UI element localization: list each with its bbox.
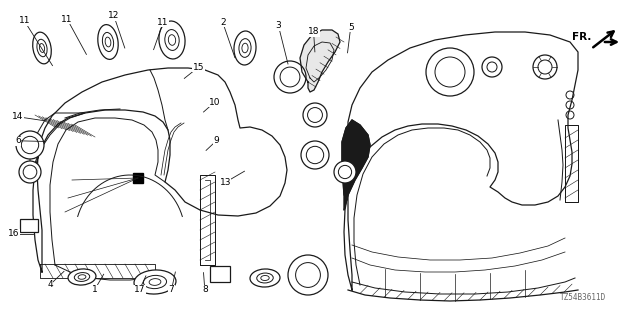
Text: 10: 10 — [209, 98, 220, 107]
Ellipse shape — [234, 31, 256, 65]
Circle shape — [533, 55, 557, 79]
Circle shape — [307, 146, 324, 164]
Circle shape — [303, 103, 327, 127]
Circle shape — [566, 91, 574, 99]
Ellipse shape — [426, 48, 474, 96]
Circle shape — [538, 60, 552, 74]
Text: 3: 3 — [276, 21, 281, 30]
Polygon shape — [300, 30, 340, 92]
Ellipse shape — [134, 270, 176, 294]
Circle shape — [566, 111, 574, 119]
Circle shape — [482, 57, 502, 77]
Ellipse shape — [239, 39, 251, 57]
Ellipse shape — [165, 29, 179, 51]
Ellipse shape — [250, 269, 280, 287]
Polygon shape — [342, 120, 370, 210]
Text: 4: 4 — [47, 280, 52, 289]
Ellipse shape — [242, 43, 248, 53]
Circle shape — [16, 131, 44, 159]
Circle shape — [487, 62, 497, 72]
Text: 1: 1 — [92, 285, 97, 294]
Text: 12: 12 — [108, 12, 120, 20]
Text: 11: 11 — [157, 18, 169, 27]
Ellipse shape — [261, 276, 269, 281]
Ellipse shape — [40, 44, 45, 52]
Text: 17: 17 — [134, 285, 145, 294]
Text: TZ54B3611D: TZ54B3611D — [560, 293, 606, 302]
Ellipse shape — [33, 32, 51, 64]
Ellipse shape — [149, 279, 161, 285]
Ellipse shape — [143, 276, 166, 289]
Text: 16: 16 — [8, 229, 20, 238]
Circle shape — [296, 263, 321, 287]
Circle shape — [288, 255, 328, 295]
Ellipse shape — [102, 32, 114, 52]
Circle shape — [301, 141, 329, 169]
Ellipse shape — [74, 273, 90, 281]
Text: FR.: FR. — [572, 32, 592, 42]
Circle shape — [334, 161, 356, 183]
Ellipse shape — [257, 273, 273, 283]
Circle shape — [339, 165, 351, 179]
Text: 9: 9 — [214, 136, 219, 145]
Ellipse shape — [37, 39, 47, 57]
Circle shape — [19, 161, 41, 183]
Bar — [133, 173, 143, 183]
Bar — [20, 219, 38, 232]
Bar — [210, 266, 230, 282]
Ellipse shape — [435, 57, 465, 87]
Text: 8: 8 — [202, 285, 207, 294]
Circle shape — [566, 101, 574, 109]
Circle shape — [308, 108, 323, 123]
Circle shape — [274, 61, 306, 93]
Circle shape — [21, 136, 38, 154]
Text: 15: 15 — [193, 63, 204, 72]
Text: 11: 11 — [19, 16, 30, 25]
Circle shape — [23, 165, 37, 179]
Ellipse shape — [78, 275, 86, 279]
Ellipse shape — [168, 35, 175, 45]
Ellipse shape — [98, 25, 118, 60]
Text: 2: 2 — [220, 18, 225, 27]
Ellipse shape — [68, 269, 96, 285]
Ellipse shape — [159, 21, 185, 59]
Text: 13: 13 — [220, 178, 231, 187]
Circle shape — [280, 67, 300, 87]
Text: 14: 14 — [12, 112, 24, 121]
Text: 7: 7 — [169, 285, 174, 294]
Text: 11: 11 — [61, 15, 73, 24]
Ellipse shape — [105, 37, 111, 47]
Text: 18: 18 — [308, 28, 319, 36]
Text: 5: 5 — [348, 23, 353, 32]
Text: 6: 6 — [15, 136, 20, 145]
